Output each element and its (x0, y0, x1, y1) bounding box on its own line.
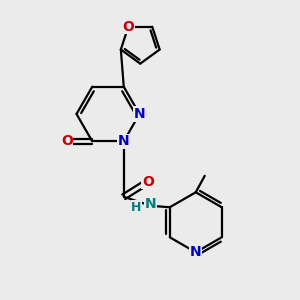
Text: O: O (122, 20, 134, 34)
Text: O: O (61, 134, 73, 148)
Text: H: H (131, 201, 142, 214)
Text: N: N (145, 197, 157, 211)
Text: N: N (134, 107, 145, 121)
Text: N: N (190, 245, 202, 259)
Text: O: O (142, 175, 154, 189)
Text: N: N (118, 134, 130, 148)
